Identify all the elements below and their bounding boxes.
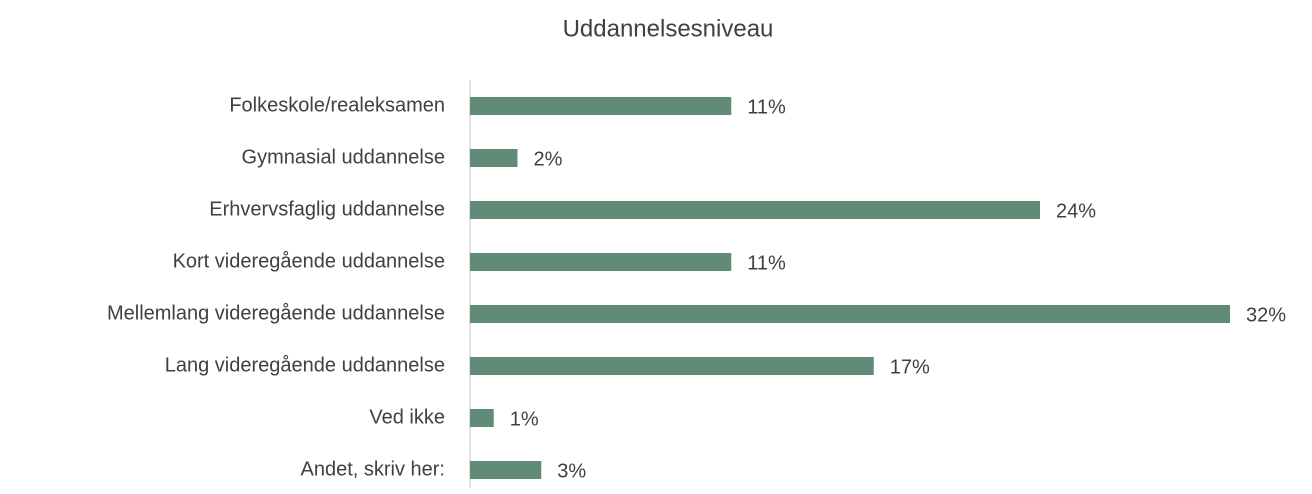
chart-title: Uddannelsesniveau (563, 15, 774, 42)
data-label: 2% (534, 148, 563, 170)
category-label: Folkeskole/realeksamen (229, 94, 445, 116)
category-label: Mellemlang videregående uddannelse (107, 302, 445, 324)
category-label: Ved ikke (369, 406, 445, 428)
category-label: Lang videregående uddannelse (165, 354, 445, 376)
data-label: 32% (1246, 304, 1286, 326)
bar (470, 357, 874, 375)
data-label: 3% (557, 460, 586, 482)
bar (470, 253, 732, 271)
bar (470, 149, 518, 167)
bar (470, 201, 1040, 219)
data-label: 11% (747, 252, 786, 274)
data-label: 1% (510, 408, 539, 430)
category-label: Erhvervsfaglig uddannelse (209, 198, 445, 220)
data-label: 11% (747, 96, 786, 118)
category-label: Andet, skriv her: (300, 458, 445, 480)
data-label: 17% (890, 356, 930, 378)
bar (470, 97, 732, 115)
bar (470, 305, 1230, 323)
category-label: Kort videregående uddannelse (173, 250, 445, 272)
bar (470, 461, 542, 479)
data-label: 24% (1056, 200, 1096, 222)
bar (470, 409, 494, 427)
category-label: Gymnasial uddannelse (242, 146, 445, 168)
